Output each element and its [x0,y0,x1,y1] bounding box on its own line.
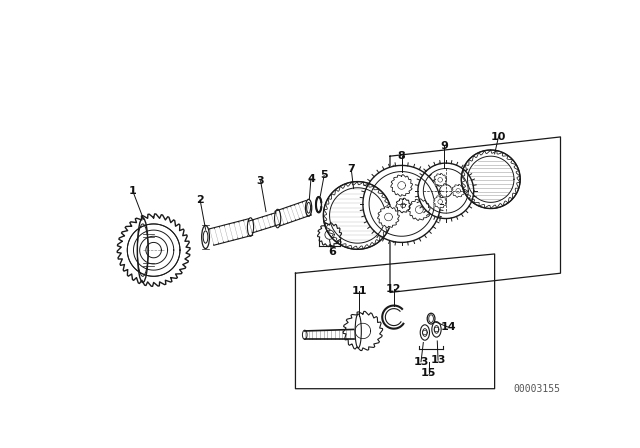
Polygon shape [434,195,447,208]
Polygon shape [343,311,383,351]
Polygon shape [408,199,430,220]
Polygon shape [461,150,520,208]
Polygon shape [317,223,342,246]
Polygon shape [391,175,412,196]
Polygon shape [418,163,474,219]
Polygon shape [323,181,392,250]
Text: 10: 10 [491,132,506,142]
Text: 9: 9 [440,141,448,151]
Text: 13: 13 [430,355,445,365]
Text: 4: 4 [307,173,315,184]
Text: 12: 12 [386,284,402,293]
Text: 7: 7 [348,164,355,174]
Polygon shape [396,198,410,213]
Polygon shape [322,180,393,251]
Text: 2: 2 [196,195,204,205]
Text: 14: 14 [440,322,456,332]
Polygon shape [378,206,399,228]
Text: 3: 3 [257,176,264,186]
Text: 15: 15 [421,368,436,378]
Polygon shape [434,173,447,186]
Text: 8: 8 [397,151,406,161]
Polygon shape [452,184,465,197]
Text: 00003155: 00003155 [514,383,561,394]
Text: 13: 13 [413,357,429,367]
Text: 11: 11 [351,286,367,296]
Text: 1: 1 [129,186,136,196]
Polygon shape [117,214,190,286]
Text: 5: 5 [320,170,328,181]
Polygon shape [460,148,522,210]
Polygon shape [363,165,440,242]
Text: 6: 6 [328,247,336,258]
